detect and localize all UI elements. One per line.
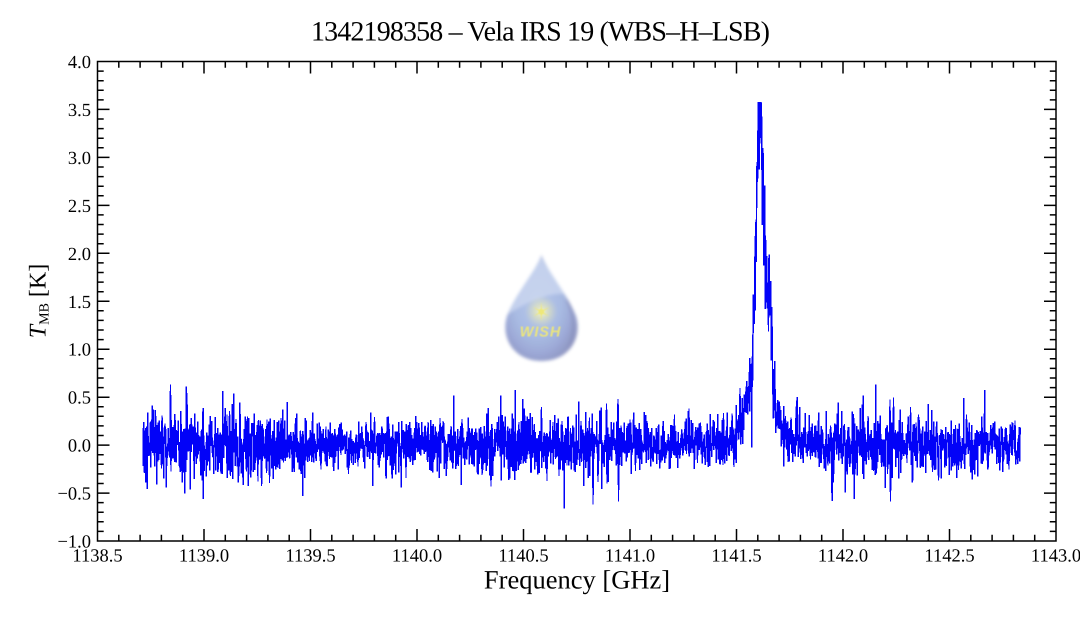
svg-text:2.0: 2.0 [68,245,91,265]
svg-text:1142.5: 1142.5 [924,547,974,567]
svg-text:−0.5: −0.5 [57,485,91,505]
svg-text:1143.0: 1143.0 [1031,547,1080,567]
svg-text:3.5: 3.5 [68,101,91,121]
svg-text:0.5: 0.5 [68,389,91,409]
svg-text:1138.5: 1138.5 [72,547,122,567]
svg-text:1141.5: 1141.5 [711,547,761,567]
svg-text:TMB [K]: TMB [K] [26,264,53,338]
svg-text:1140.5: 1140.5 [498,547,548,567]
svg-text:1140.0: 1140.0 [392,547,442,567]
svg-text:1139.5: 1139.5 [285,547,335,567]
svg-text:0.0: 0.0 [68,437,91,457]
svg-text:1142.0: 1142.0 [818,547,868,567]
svg-text:3.0: 3.0 [68,149,91,169]
svg-text:1.5: 1.5 [68,293,91,313]
svg-text:1342198358 – Vela IRS 19 (WBS–: 1342198358 – Vela IRS 19 (WBS–H–LSB) [311,17,770,48]
svg-text:2.5: 2.5 [68,197,91,217]
svg-text:−1.0: −1.0 [57,533,91,553]
svg-text:4.0: 4.0 [68,53,91,73]
svg-text:Frequency [GHz]: Frequency [GHz] [484,565,670,595]
svg-text:1139.0: 1139.0 [179,547,229,567]
svg-text:1141.0: 1141.0 [605,547,655,567]
svg-text:1.0: 1.0 [68,341,91,361]
svg-text:WISH: WISH [520,325,561,341]
